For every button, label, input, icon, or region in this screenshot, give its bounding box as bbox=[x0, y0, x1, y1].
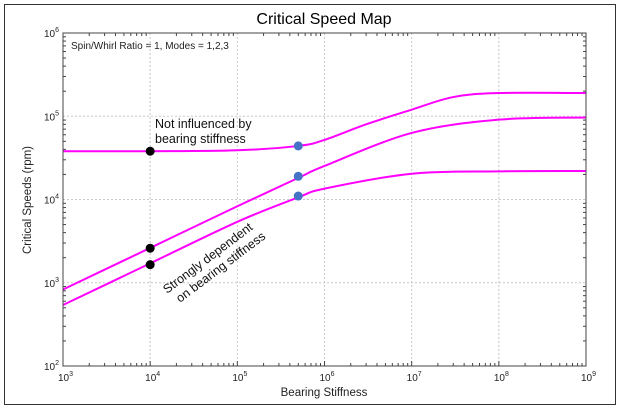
annotation-not-influenced-line2: bearing stiffness bbox=[155, 132, 246, 146]
y-tick-label: 104 bbox=[44, 194, 59, 207]
y-tick-label: 102 bbox=[44, 360, 59, 373]
figure-frame bbox=[4, 4, 616, 405]
grid bbox=[63, 33, 586, 366]
mode-1-line bbox=[62, 169, 587, 306]
plot-border bbox=[62, 32, 587, 367]
x-axis-label: Bearing Stiffness bbox=[281, 387, 368, 399]
data-marker bbox=[145, 243, 155, 253]
chart-subtitle: Spin/Whirl Ratio = 1, Modes = 1,2,3 bbox=[71, 41, 229, 52]
data-marker bbox=[293, 171, 303, 181]
x-tick-label: 104 bbox=[145, 371, 160, 384]
y-tick-label: 103 bbox=[44, 277, 59, 290]
x-tick-label: 106 bbox=[320, 371, 335, 384]
y-tick-label: 105 bbox=[44, 110, 59, 123]
y-axis-label: Critical Speeds (rpm) bbox=[22, 146, 34, 254]
mode-3-line bbox=[62, 91, 587, 153]
data-marker bbox=[145, 260, 155, 270]
annotation-not-influenced-line1: Not influenced by bbox=[155, 117, 252, 131]
x-tick-label: 108 bbox=[494, 371, 509, 384]
data-marker bbox=[293, 141, 303, 151]
y-tick-label: 106 bbox=[44, 27, 59, 40]
x-tick-label: 105 bbox=[232, 371, 247, 384]
data-marker bbox=[293, 191, 303, 201]
x-tick-label: 107 bbox=[407, 371, 422, 384]
series-lines bbox=[62, 91, 587, 306]
x-tick-label: 109 bbox=[581, 371, 596, 384]
mode-2-line bbox=[62, 116, 587, 291]
x-tick-label: 103 bbox=[58, 371, 73, 384]
chart-title: Critical Speed Map bbox=[256, 11, 391, 28]
data-marker bbox=[145, 146, 155, 156]
markers bbox=[145, 141, 303, 270]
